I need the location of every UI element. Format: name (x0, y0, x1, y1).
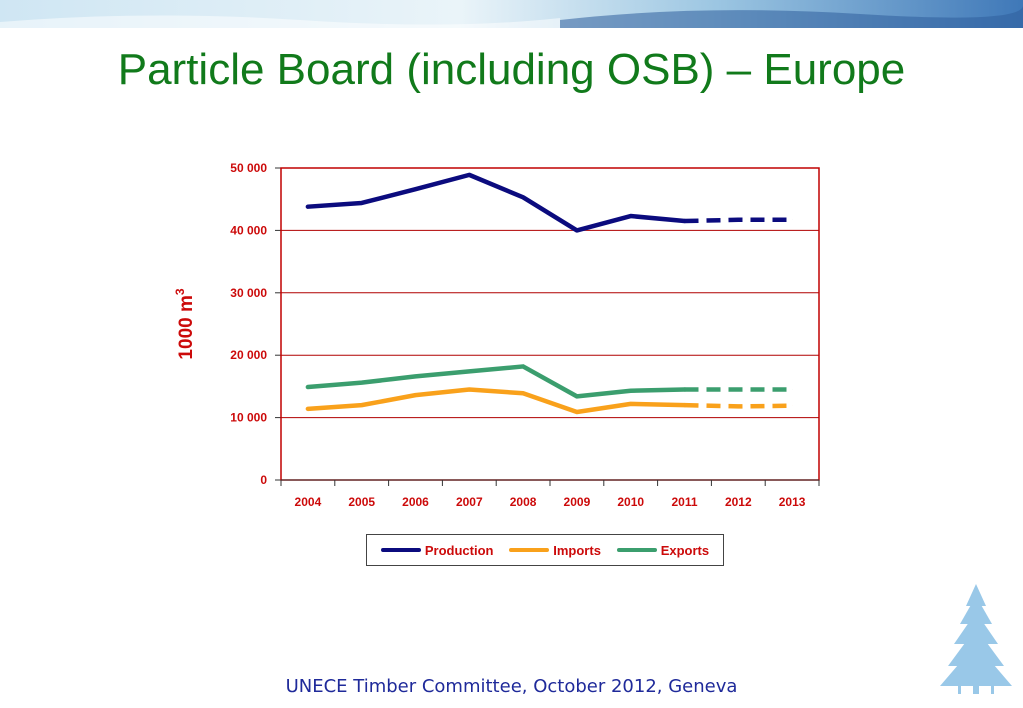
series-line-production (305, 172, 687, 233)
x-tick-label: 2009 (564, 495, 591, 509)
x-tick-label: 2013 (779, 495, 806, 509)
y-tick-label: 50 000 (230, 161, 267, 175)
legend-item-exports: Exports (616, 542, 710, 558)
y-axis-label-text: 1000 m (176, 295, 197, 359)
x-tick-label: 2004 (295, 495, 322, 509)
legend-swatch-exports (616, 548, 657, 552)
x-tick-label: 2011 (671, 495, 697, 509)
legend-item-imports: Imports (509, 543, 601, 558)
legend-label-production: Production (424, 542, 494, 558)
mosaic-banner-image (0, 0, 1023, 28)
fir-tree-icon (940, 584, 1012, 694)
x-tick-label: 2006 (402, 495, 429, 509)
x-tick-label: 2005 (348, 495, 375, 509)
series-line-imports (305, 387, 687, 415)
y-tick-label: 20 000 (230, 348, 267, 362)
chart-legend: Production Imports Exports (366, 534, 724, 566)
x-tick-label: 2012 (725, 495, 752, 509)
series-line-exports (305, 364, 687, 399)
page-title: Particle Board (including OSB) – Europe (117, 45, 906, 94)
y-tick-label: 0 (260, 473, 267, 487)
y-axis-label: 1000 m3 (173, 288, 197, 359)
y-axis-label-superscript: 3 (173, 288, 187, 295)
legend-label-exports: Exports (660, 542, 710, 558)
legend-swatch-production (380, 548, 421, 552)
y-tick-label: 30 000 (230, 286, 267, 300)
y-tick-label: 40 000 (230, 223, 267, 237)
legend-swatch-imports (509, 548, 550, 552)
series-forecast-production (684, 217, 793, 224)
legend-item-production: Production (380, 542, 494, 558)
x-tick-label: 2008 (510, 495, 537, 509)
legend-label-imports: Imports (553, 542, 601, 558)
footer-text: UNECE Timber Committee, October 2012, Ge… (285, 676, 738, 697)
x-tick-label: 2010 (617, 495, 644, 509)
x-tick-label: 2007 (456, 495, 483, 509)
y-tick-label: 10 000 (230, 411, 267, 425)
series-forecast-imports (684, 402, 793, 409)
